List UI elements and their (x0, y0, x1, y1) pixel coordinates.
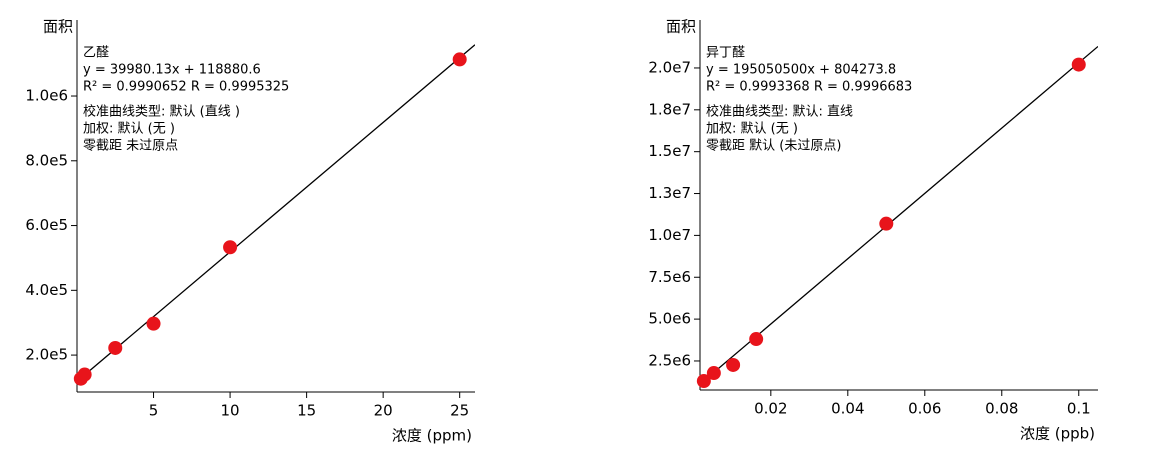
fit-line (77, 44, 475, 382)
x-tick-label: 20 (374, 402, 393, 420)
annotation: R² = 0.9993368 R = 0.9996683 (706, 80, 912, 95)
y-tick-label: 1.3e7 (648, 184, 691, 202)
x-axis-label: 浓度 (ppb) (1020, 425, 1095, 443)
data-point (146, 316, 161, 331)
x-tick-label: 0.1 (1067, 400, 1091, 418)
x-tick-label: 0.06 (908, 400, 941, 418)
annotation: 加权: 默认 (无 ) (706, 121, 798, 137)
data-point (77, 367, 92, 382)
y-tick-label: 5.0e6 (648, 310, 691, 328)
annotation: 加权: 默认 (无 ) (83, 121, 175, 137)
y-tick-label: 4.0e5 (25, 281, 68, 299)
y-tick-label: 8.0e5 (25, 151, 68, 169)
fit-line (700, 45, 1098, 385)
annotation: 校准曲线类型: 默认: 直线 (706, 104, 853, 120)
x-axis-label: 浓度 (ppm) (392, 427, 472, 445)
y-tick-label: 2.0e5 (25, 346, 68, 364)
y-tick-label: 1.5e7 (648, 142, 691, 160)
data-point (749, 332, 764, 347)
y-axis-label: 面积 (666, 18, 696, 36)
annotation: 校准曲线类型: 默认 (直线 ) (83, 104, 240, 120)
data-point (452, 52, 467, 67)
x-tick-label: 0.04 (831, 400, 864, 418)
y-tick-label: 1.8e7 (648, 100, 691, 118)
x-tick-label: 5 (149, 402, 159, 420)
data-point (879, 216, 894, 231)
data-point (223, 240, 238, 255)
x-tick-label: 25 (450, 402, 469, 420)
y-tick-label: 2.5e6 (648, 351, 691, 369)
x-tick-label: 0.08 (985, 400, 1018, 418)
y-tick-label: 1.0e7 (648, 226, 691, 244)
annotation: y = 39980.13x + 118880.6 (83, 63, 261, 78)
data-point (108, 340, 123, 355)
y-axis-label: 面积 (43, 18, 73, 36)
compound-name: 乙醛 (83, 45, 109, 61)
y-tick-label: 1.0e6 (25, 87, 68, 105)
x-tick-label: 0.02 (754, 400, 787, 418)
y-tick-label: 7.5e6 (648, 268, 691, 286)
annotation: y = 195050500x + 804273.8 (706, 63, 896, 78)
data-point (1071, 57, 1086, 72)
data-point (696, 374, 711, 389)
data-point (726, 357, 741, 372)
data-point (706, 366, 721, 381)
y-tick-label: 2.0e7 (648, 58, 691, 76)
annotation: 零截距 默认 (未过原点) (706, 138, 841, 154)
y-tick-label: 6.0e5 (25, 216, 68, 234)
annotation: 零截距 未过原点 (83, 139, 178, 154)
x-tick-label: 10 (221, 402, 240, 420)
compound-name: 异丁醛 (706, 45, 745, 61)
annotation: R² = 0.9990652 R = 0.9995325 (83, 80, 289, 95)
x-tick-label: 15 (297, 402, 316, 420)
